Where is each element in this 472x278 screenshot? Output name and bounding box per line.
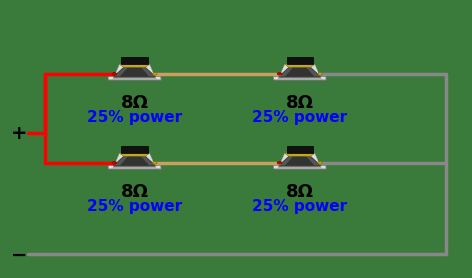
- Polygon shape: [278, 156, 321, 166]
- Circle shape: [318, 73, 322, 75]
- Polygon shape: [285, 64, 315, 67]
- Polygon shape: [113, 67, 156, 77]
- Text: 25% power: 25% power: [252, 110, 347, 125]
- Polygon shape: [311, 64, 326, 80]
- Polygon shape: [109, 153, 124, 169]
- FancyBboxPatch shape: [109, 77, 160, 80]
- FancyBboxPatch shape: [109, 166, 160, 169]
- Circle shape: [112, 73, 117, 75]
- Circle shape: [277, 73, 282, 75]
- Text: −: −: [11, 246, 27, 265]
- Polygon shape: [278, 67, 321, 77]
- Text: +: +: [11, 124, 27, 143]
- Polygon shape: [145, 153, 160, 169]
- Text: 8Ω: 8Ω: [120, 94, 149, 111]
- Polygon shape: [285, 156, 314, 166]
- Text: 8Ω: 8Ω: [286, 94, 314, 111]
- Polygon shape: [311, 153, 326, 169]
- Polygon shape: [119, 153, 150, 156]
- Polygon shape: [285, 153, 315, 156]
- Polygon shape: [120, 67, 149, 77]
- Polygon shape: [119, 64, 150, 67]
- Circle shape: [277, 162, 282, 164]
- Polygon shape: [109, 64, 124, 80]
- Text: 25% power: 25% power: [87, 110, 182, 125]
- Polygon shape: [120, 156, 149, 166]
- FancyBboxPatch shape: [287, 145, 313, 153]
- Text: 25% power: 25% power: [252, 199, 347, 214]
- Text: 8Ω: 8Ω: [120, 183, 149, 200]
- Circle shape: [112, 162, 117, 164]
- Text: 8Ω: 8Ω: [286, 183, 314, 200]
- FancyBboxPatch shape: [121, 145, 148, 153]
- Polygon shape: [274, 153, 289, 169]
- Circle shape: [318, 162, 322, 164]
- Text: 25% power: 25% power: [87, 199, 182, 214]
- Circle shape: [152, 162, 157, 164]
- Polygon shape: [274, 64, 289, 80]
- FancyBboxPatch shape: [274, 77, 326, 80]
- FancyBboxPatch shape: [287, 56, 313, 64]
- FancyBboxPatch shape: [121, 56, 148, 64]
- Circle shape: [152, 73, 157, 75]
- Polygon shape: [145, 64, 160, 80]
- Polygon shape: [113, 156, 156, 166]
- FancyBboxPatch shape: [274, 166, 326, 169]
- Polygon shape: [285, 67, 314, 77]
